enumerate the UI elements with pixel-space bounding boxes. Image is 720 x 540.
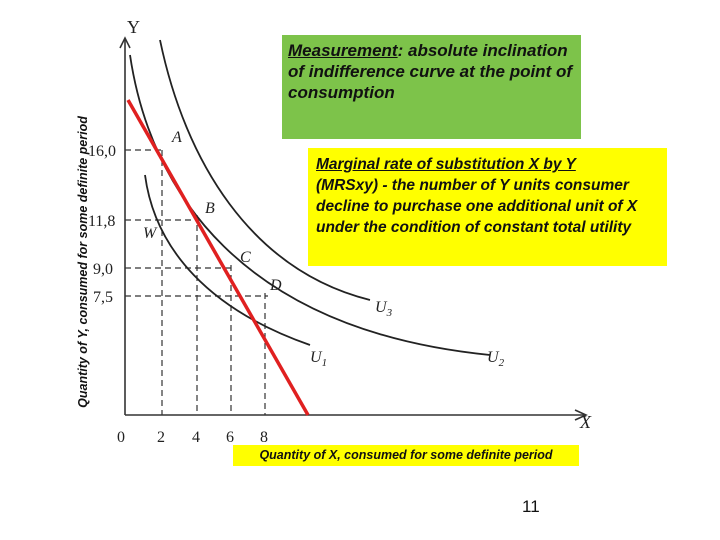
x-tick-label: 8	[260, 429, 268, 446]
tangent-line	[126, 99, 310, 416]
point-label: C	[240, 249, 251, 266]
mrs-box: Marginal rate of substitution X by Y (MRS…	[308, 148, 667, 266]
y-tick-label: 16,0	[88, 143, 116, 160]
mrs-title: Marginal rate of substitution X by Y	[316, 156, 576, 173]
y-axis-label: Quantity of Y, consumed for some definit…	[76, 116, 90, 408]
y-arrow	[119, 36, 131, 49]
x-arrow	[574, 409, 588, 421]
curve-label: U2	[487, 349, 505, 369]
y-title: Y	[127, 17, 140, 37]
curve-label: U3	[375, 299, 393, 319]
axes	[119, 36, 588, 421]
page-number: 11	[522, 497, 540, 516]
origin-label: 0	[117, 429, 125, 446]
point-label: W	[143, 225, 158, 242]
guides	[125, 149, 268, 415]
curve-u1	[144, 174, 311, 346]
labels: Y X 0 2 4 6 8 16,0 11,8 9,0 7,5 A B C D …	[88, 17, 592, 446]
y-tick-label: 11,8	[88, 213, 115, 230]
point-label: A	[171, 129, 182, 146]
measurement-text: : absolute inclination of indifference c…	[288, 41, 572, 102]
curve-u3	[159, 39, 371, 301]
curves	[129, 39, 491, 356]
x-tick-label: 4	[192, 429, 200, 446]
x-title: X	[579, 412, 592, 432]
x-tick-label: 6	[226, 429, 234, 446]
x-axis-label: Quantity of X, consumed for some definit…	[233, 445, 579, 466]
measurement-box: Measurement: absolute inclination of ind…	[282, 35, 581, 139]
curve-u2	[129, 54, 491, 356]
curve-label: U1	[310, 349, 327, 369]
x-tick-label: 2	[157, 429, 165, 446]
measurement-term: Measurement	[288, 41, 398, 60]
point-label: D	[269, 277, 282, 294]
point-label: B	[205, 200, 215, 217]
mrs-text: (MRSxy) - the number of Y units consumer…	[316, 177, 638, 236]
y-tick-label: 7,5	[93, 289, 113, 306]
y-tick-label: 9,0	[93, 261, 113, 278]
